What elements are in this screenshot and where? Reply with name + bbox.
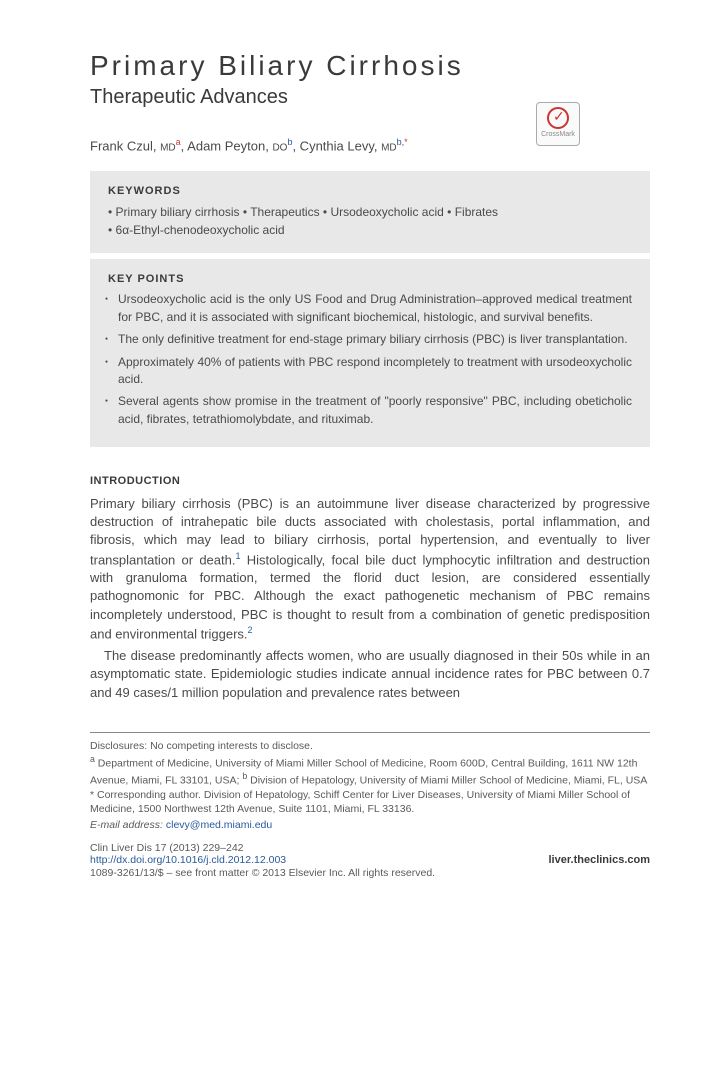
- doi-link[interactable]: http://dx.doi.org/10.1016/j.cld.2012.12.…: [90, 854, 286, 866]
- copyright-line: 1089-3261/13/$ – see front matter © 2013…: [90, 867, 650, 879]
- keypoint-item: The only definitive treatment for end-st…: [108, 331, 632, 348]
- keywords-heading: KEYWORDS: [108, 185, 632, 197]
- footnotes-block: Disclosures: No competing interests to d…: [90, 732, 650, 832]
- intro-paragraph-1: Primary biliary cirrhosis (PBC) is an au…: [90, 495, 650, 643]
- corresponding-author-line: * Corresponding author. Division of Hepa…: [90, 788, 650, 816]
- intro-paragraph-2: The disease predominantly affects women,…: [90, 647, 650, 702]
- keypoint-item: Approximately 40% of patients with PBC r…: [108, 354, 632, 389]
- keywords-line: • 6α-Ethyl-chenodeoxycholic acid: [108, 221, 632, 239]
- email-link[interactable]: clevy@med.miami.edu: [166, 819, 272, 831]
- affiliations-line: a Department of Medicine, University of …: [90, 754, 650, 787]
- crossmark-badge[interactable]: CrossMark: [536, 102, 580, 146]
- keypoint-item: Ursodeoxycholic acid is the only US Food…: [108, 291, 632, 326]
- crossmark-label: CrossMark: [537, 131, 579, 138]
- journal-site[interactable]: liver.theclinics.com: [549, 854, 651, 866]
- keypoints-box: KEY POINTS Ursodeoxycholic acid is the o…: [90, 259, 650, 447]
- journal-citation-row: Clin Liver Dis 17 (2013) 229–242 http://…: [90, 842, 650, 866]
- keywords-box: KEYWORDS • Primary biliary cirrhosis • T…: [90, 171, 650, 253]
- email-line: E-mail address: clevy@med.miami.edu: [90, 818, 650, 832]
- keywords-line: • Primary biliary cirrhosis • Therapeuti…: [108, 203, 632, 221]
- disclosure-line: Disclosures: No competing interests to d…: [90, 739, 650, 753]
- email-label: E-mail address:: [90, 819, 163, 831]
- article-title: Primary Biliary Cirrhosis: [90, 50, 650, 82]
- keypoints-list: Ursodeoxycholic acid is the only US Food…: [108, 291, 632, 428]
- keypoint-item: Several agents show promise in the treat…: [108, 393, 632, 428]
- section-heading-introduction: INTRODUCTION: [90, 475, 650, 487]
- keypoints-heading: KEY POINTS: [108, 273, 632, 285]
- journal-citation: Clin Liver Dis 17 (2013) 229–242: [90, 842, 286, 854]
